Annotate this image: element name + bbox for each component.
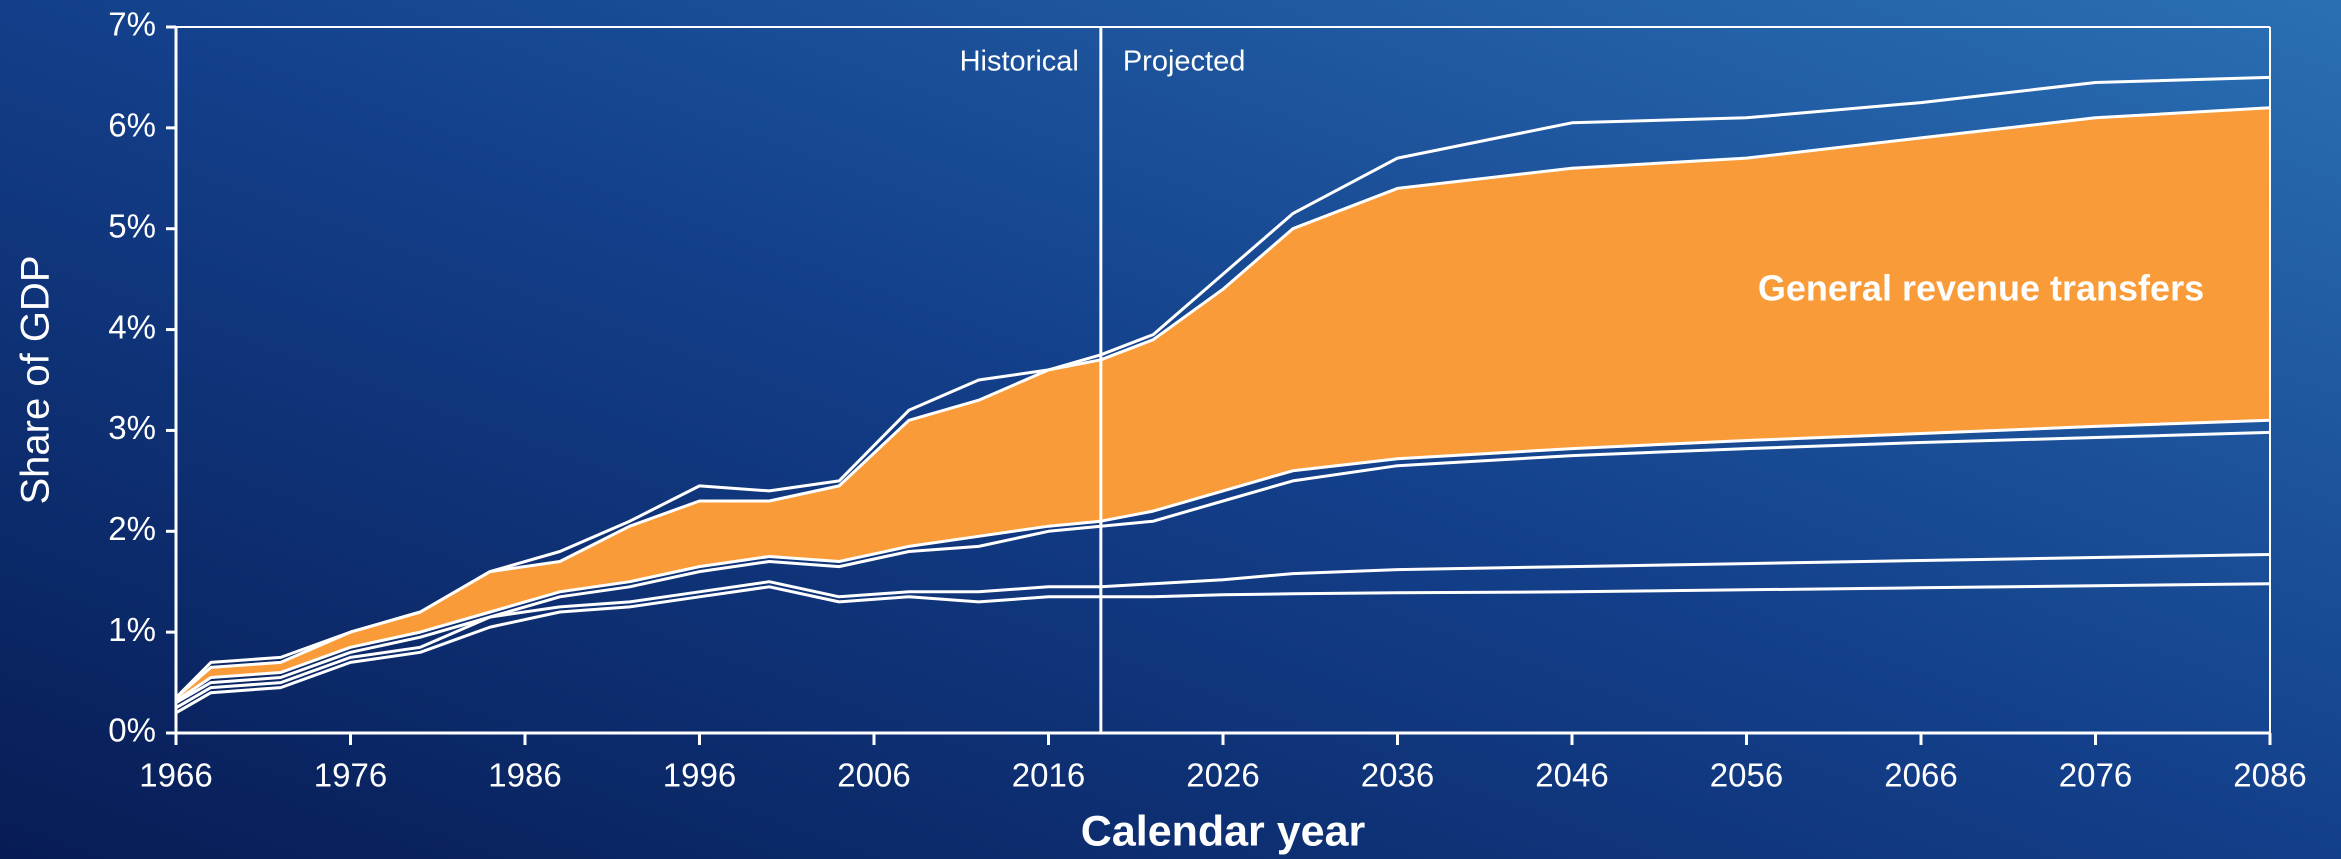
- x-tick-label: 2056: [1710, 757, 1783, 794]
- area-band: [176, 107, 2270, 701]
- y-tick-label: 1%: [108, 611, 156, 648]
- x-tick-label: 2046: [1535, 757, 1608, 794]
- x-tick-label: 1996: [663, 757, 736, 794]
- x-tick-label: 2006: [837, 757, 910, 794]
- x-tick-label: 2076: [2059, 757, 2132, 794]
- y-tick-label: 4%: [108, 308, 156, 345]
- divider-left-label: Historical: [960, 46, 1079, 78]
- series-line: [175, 553, 2271, 710]
- divider-right-label: Projected: [1123, 46, 1246, 78]
- x-tick-label: 2066: [1884, 757, 1957, 794]
- x-tick-label: 1976: [314, 757, 387, 794]
- y-tick-label: 0%: [108, 712, 156, 749]
- x-axis-label: Calendar year: [1081, 807, 1366, 855]
- y-tick-label: 5%: [108, 207, 156, 244]
- series-line: [175, 430, 2271, 704]
- y-tick-label: 6%: [108, 107, 156, 144]
- x-tick-label: 2026: [1186, 757, 1259, 794]
- plot: 0% 1% 2% 3% 4% 5% 6% 7% 1966 1976 1986 1996 2006 2016…: [108, 6, 2306, 794]
- y-axis-label: Share of GDP: [14, 255, 58, 504]
- x-tick-label: 2016: [1012, 757, 1085, 794]
- y-tick-label: 7%: [108, 6, 156, 43]
- series-line: [175, 418, 2271, 702]
- y-tick-label: 3%: [108, 409, 156, 446]
- x-tick-label: 2036: [1361, 757, 1434, 794]
- x-tick-label: 1986: [488, 757, 561, 794]
- series-line: [174, 75, 2271, 699]
- x-tick-label: 2086: [2233, 757, 2306, 794]
- series-line: [175, 582, 2271, 715]
- y-tick-label: 2%: [108, 510, 156, 547]
- x-tick-label: 1966: [139, 757, 212, 794]
- band-label: General revenue transfers: [1758, 268, 2204, 309]
